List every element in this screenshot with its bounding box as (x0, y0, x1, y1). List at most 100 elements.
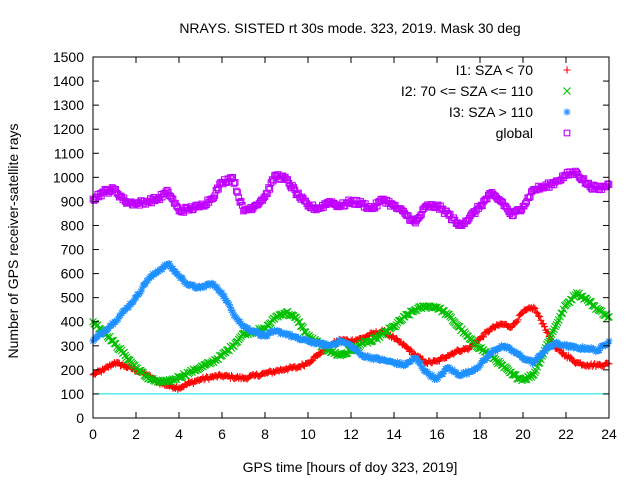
data-point-interp (280, 175, 288, 182)
x-tick-label: 0 (89, 426, 97, 442)
data-point-interp (213, 283, 221, 291)
data-point-interp (281, 331, 289, 339)
data-point-interp (517, 207, 524, 215)
data-point-interp (260, 331, 268, 339)
x-tick-label: 2 (132, 426, 140, 442)
data-point-interp (474, 202, 481, 210)
data-point-interp (108, 184, 116, 191)
data-point-interp (232, 187, 240, 195)
data-point-interp (162, 188, 170, 196)
data-point-interp (230, 180, 238, 187)
data-point-interp (280, 329, 288, 337)
data-point-interp (603, 313, 612, 322)
data-point-interp (228, 306, 236, 314)
data-point-interp (464, 346, 472, 354)
data-point-interp (185, 281, 193, 289)
data-point-interp (531, 304, 539, 312)
data-point-interp (439, 370, 447, 378)
data-point-interp (130, 298, 138, 306)
data-point-interp (119, 361, 127, 369)
x-axis-label: GPS time [hours of doy 323, 2019] (243, 459, 458, 475)
data-point-interp (227, 174, 234, 181)
y-tick-label: 500 (61, 290, 85, 306)
data-point-interp (309, 356, 317, 364)
data-point-interp (210, 194, 217, 202)
x-tick-label: 16 (429, 426, 445, 442)
data-point-interp (416, 359, 424, 367)
data-point-interp (452, 369, 460, 377)
data-point-interp (200, 361, 208, 369)
data-point-interp (251, 329, 259, 337)
data-point-interp (125, 303, 133, 311)
data-point-interp (399, 207, 406, 215)
series-i3-sza-110 (89, 260, 613, 383)
data-point-interp (579, 343, 587, 351)
legend-marker (563, 87, 571, 95)
data-point-interp (236, 318, 244, 326)
series-layer (89, 167, 613, 393)
x-tick-label: 22 (558, 426, 574, 442)
data-point-interp (287, 311, 296, 319)
legend-label: I2: 70 <= SZA <= 110 (401, 83, 533, 99)
data-point-interp (138, 285, 146, 293)
legend-item-i3-sza-110: I3: SZA > 110 (449, 104, 571, 120)
data-point-interp (388, 200, 395, 207)
data-point-interp (552, 320, 561, 329)
data-point-interp (458, 371, 466, 379)
data-point-interp (158, 266, 166, 274)
y-tick-label: 1500 (53, 49, 84, 65)
data-point-interp (536, 313, 544, 321)
legend-label: global (496, 125, 533, 141)
data-point-interp (537, 352, 545, 360)
data-point-interp (527, 304, 535, 312)
data-point-interp (421, 304, 429, 312)
data-point-interp (116, 311, 124, 319)
data-point-interp (557, 309, 566, 318)
data-point-interp (443, 365, 451, 373)
legend-marker (563, 108, 571, 116)
data-point-interp (568, 342, 576, 350)
data-point-interp (532, 308, 540, 316)
data-point-interp (462, 368, 470, 376)
data-point-interp (152, 269, 160, 277)
data-point-interp (165, 260, 173, 268)
data-point-interp (253, 327, 261, 335)
data-point-interp (248, 206, 256, 214)
data-point-interp (217, 289, 225, 297)
x-tick-label: 14 (386, 426, 402, 442)
data-point-interp (226, 303, 234, 311)
x-tick-label: 20 (515, 426, 531, 442)
x-tick-label: 10 (300, 426, 316, 442)
data-point-interp (496, 344, 504, 352)
series-global (89, 167, 613, 229)
data-point-interp (539, 320, 547, 328)
data-point-interp (120, 348, 128, 357)
data-point-interp (506, 344, 514, 352)
data-point-interp (189, 281, 197, 289)
data-point-interp (169, 264, 177, 272)
data-point-interp (413, 354, 421, 362)
y-tick-label: 1300 (53, 97, 84, 113)
data-point-interp (225, 300, 233, 308)
data-point-interp (560, 342, 568, 350)
y-tick-label: 900 (61, 193, 85, 209)
data-point-interp (463, 370, 471, 378)
y-tick-label: 1100 (54, 145, 84, 161)
data-point-interp (388, 334, 396, 342)
data-point-interp (453, 371, 461, 379)
data-point-interp (582, 344, 590, 352)
data-point-interp (394, 358, 402, 366)
data-point-interp (131, 294, 139, 302)
data-point-interp (163, 261, 171, 269)
data-point-interp (544, 328, 552, 336)
data-point-interp (517, 310, 525, 318)
data-point-interp (494, 359, 502, 368)
data-point-interp (99, 330, 107, 338)
data-point-interp (517, 351, 525, 359)
data-point-interp (421, 367, 429, 375)
legend-marker (563, 66, 571, 74)
data-point-interp (550, 325, 558, 334)
data-point-interp (396, 361, 404, 369)
data-point-interp (231, 179, 239, 186)
